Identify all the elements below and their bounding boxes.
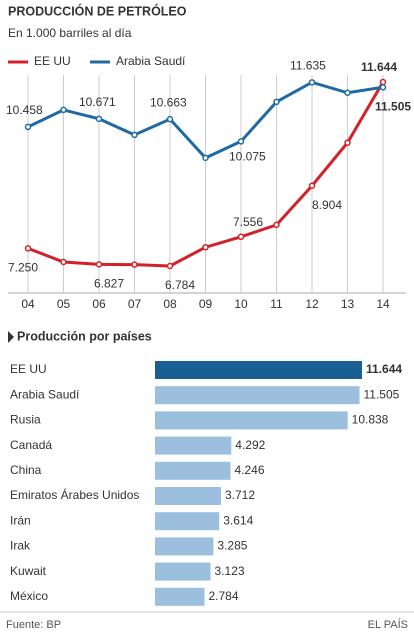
data-label: 3.712 (225, 488, 255, 502)
point (131, 131, 138, 139)
data-label: 8.904 (312, 198, 342, 212)
point (273, 98, 280, 106)
x-tick-label: 06 (92, 297, 106, 311)
point (60, 258, 67, 266)
data-label: 3.123 (215, 564, 245, 578)
source: Fuente: BP (6, 619, 61, 631)
bar (155, 461, 231, 480)
y-tick-label: Irán (10, 513, 31, 527)
bar (155, 537, 214, 556)
data-label: 6.784 (165, 278, 195, 292)
point (24, 245, 32, 252)
data-label: 10.671 (79, 95, 116, 109)
data-label: 11.505 (375, 99, 411, 113)
point (95, 261, 103, 268)
x-tick-label: 05 (57, 297, 71, 311)
y-tick-label: Arabia Saudí (10, 387, 80, 401)
point (95, 115, 103, 123)
x-tick-label: 09 (199, 297, 213, 311)
point (166, 262, 174, 270)
y-tick-label: China (10, 463, 42, 477)
bar (155, 411, 348, 430)
data-label: 10.458 (6, 103, 43, 117)
bar (155, 436, 232, 455)
x-tick-label: 13 (341, 297, 355, 311)
legend-label: Arabia Saudí (116, 54, 186, 68)
y-tick-label: Canadá (10, 438, 52, 452)
bar (155, 587, 205, 606)
data-label: 11.644 (366, 362, 402, 376)
bullet (8, 331, 14, 343)
y-tick-label: Emiratos Árabes Unidos (10, 487, 139, 502)
data-label: 10.663 (150, 95, 187, 109)
data-label: 11.505 (364, 387, 400, 401)
data-label: 6.827 (94, 277, 124, 291)
data-label: 4.292 (235, 438, 265, 452)
y-tick-label: México (10, 589, 48, 603)
point (344, 139, 351, 146)
data-label: 7.556 (233, 215, 263, 229)
x-tick-label: 07 (128, 297, 142, 311)
point (166, 115, 174, 123)
data-label: 7.250 (8, 261, 38, 275)
x-tick-label: 04 (21, 297, 35, 311)
y-tick-label: Rusia (10, 413, 41, 427)
y-tick-label: Irak (10, 539, 31, 553)
x-tick-label: 10 (234, 297, 248, 311)
point (202, 154, 209, 162)
bar (155, 562, 211, 581)
chart-title: PRODUCCIÓN DE PETRÓLEO (8, 3, 187, 18)
point (131, 261, 138, 268)
point (237, 233, 245, 241)
data-label: 3.285 (217, 539, 247, 553)
point (379, 84, 387, 91)
x-tick-label: 08 (163, 297, 177, 311)
x-tick-label: 12 (305, 297, 319, 311)
data-label: 10.075 (229, 150, 266, 164)
chart-title: Producción por países (17, 329, 152, 343)
bar (155, 361, 362, 379)
data-label: 10.838 (352, 413, 389, 427)
x-tick-label: 14 (376, 297, 390, 311)
point (60, 106, 67, 114)
x-tick-label: 11 (270, 297, 283, 311)
point (273, 221, 280, 229)
legend-label: EE UU (34, 54, 71, 68)
point (202, 243, 209, 251)
data-label: 11.635 (290, 59, 326, 73)
y-tick-label: Kuwait (10, 564, 47, 578)
data-label: 3.614 (223, 513, 253, 527)
point (379, 78, 387, 86)
point (237, 138, 245, 145)
bar (155, 487, 221, 505)
point (308, 79, 316, 86)
bar (155, 386, 360, 405)
brand: EL PAÍS (368, 618, 408, 631)
chart-subtitle: En 1.000 barriles al día (8, 26, 132, 40)
point (24, 123, 32, 131)
data-label: 2.784 (208, 589, 238, 603)
y-tick-label: EE UU (10, 362, 47, 376)
point (308, 182, 316, 189)
data-label: 11.644 (361, 60, 397, 74)
data-label: 4.246 (234, 463, 264, 477)
point (344, 89, 351, 97)
bar (155, 512, 220, 531)
